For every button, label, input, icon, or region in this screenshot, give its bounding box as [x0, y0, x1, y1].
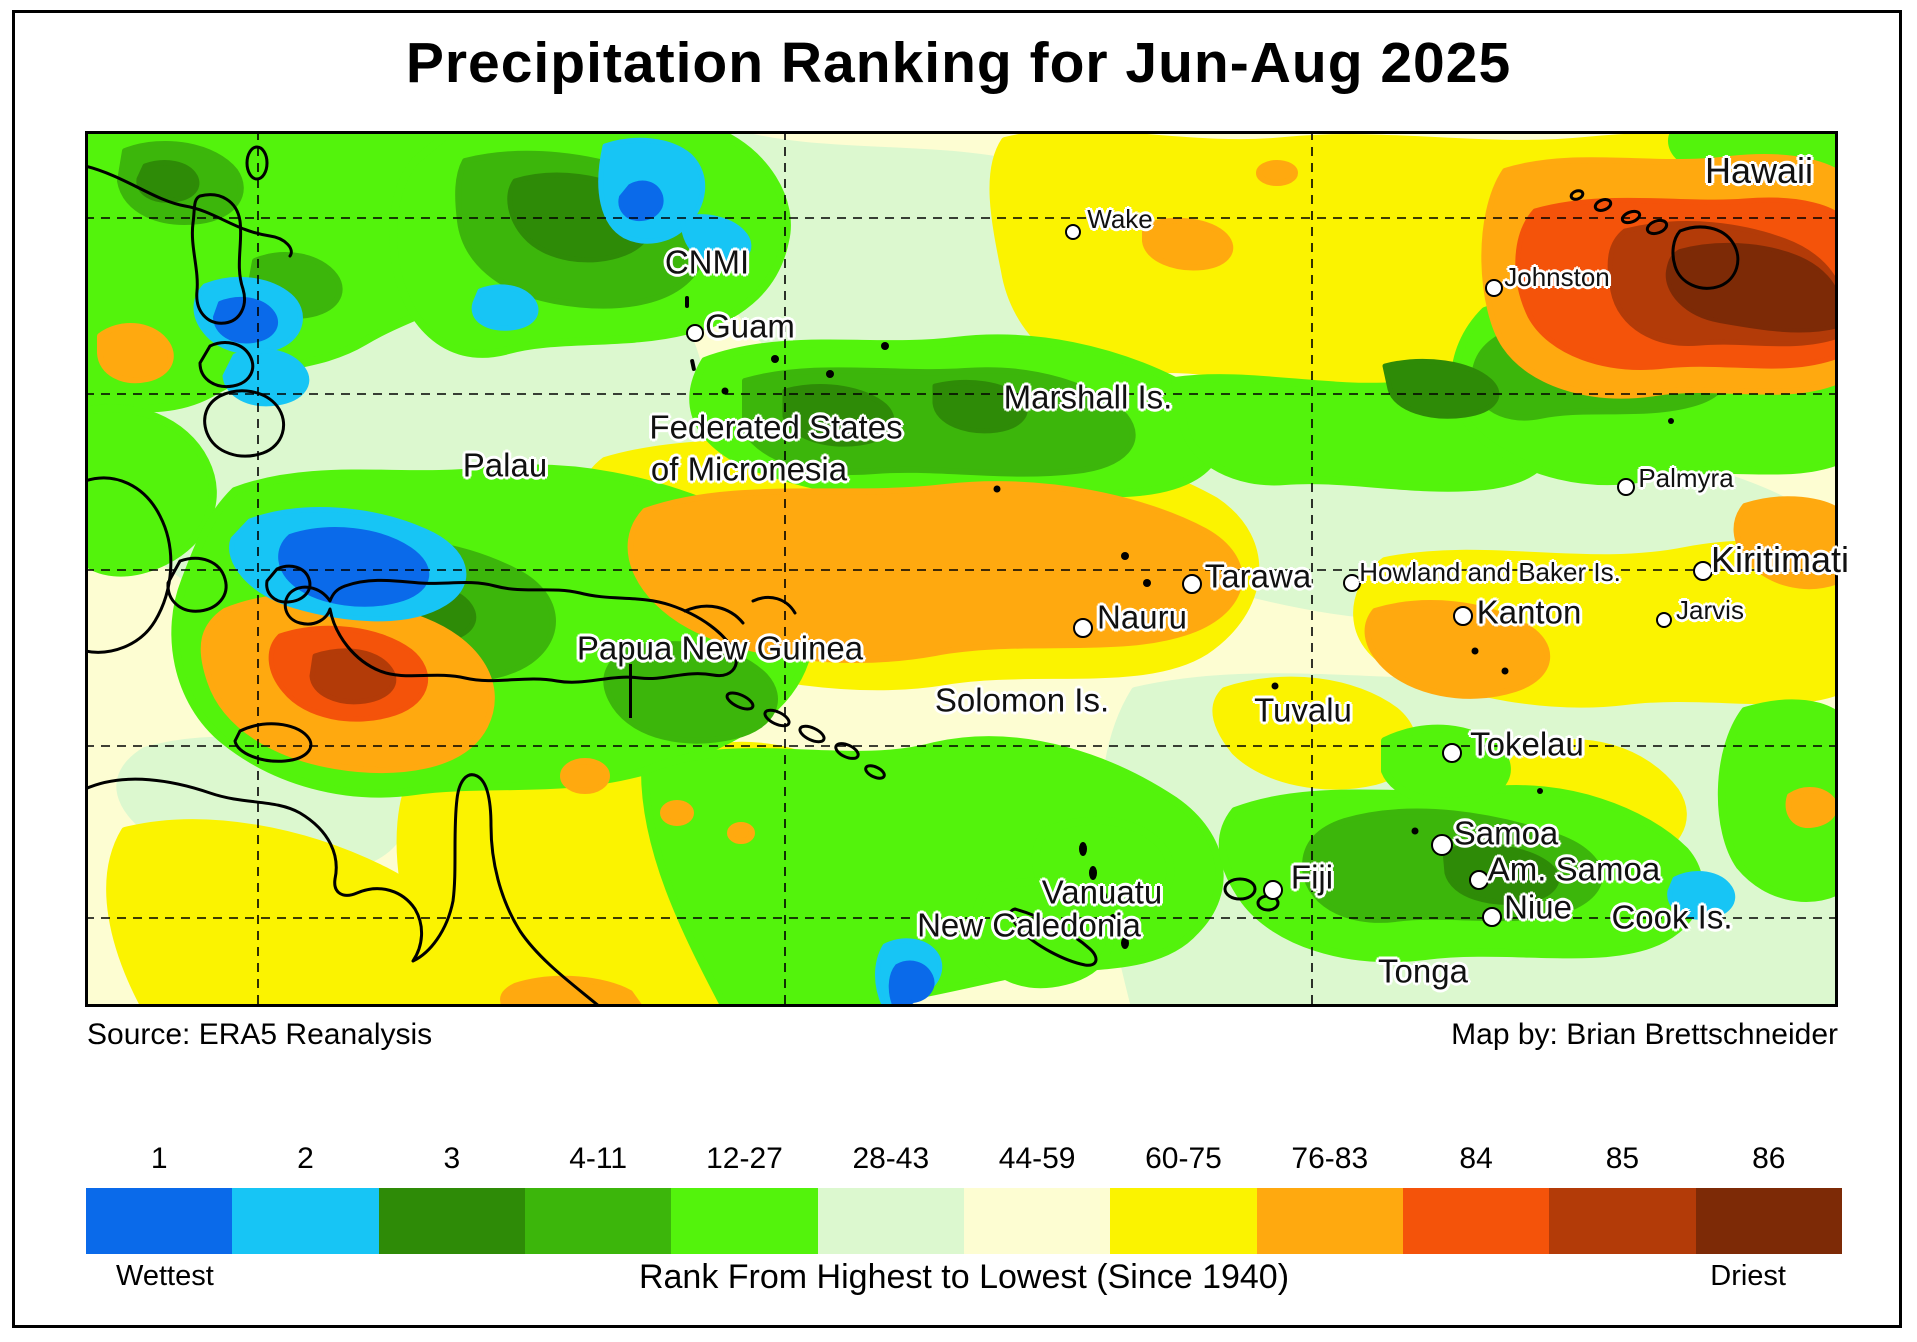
- author-credit: Map by: Brian Brettschneider: [1451, 1018, 1838, 1051]
- legend-swatch-28-43: [817, 1188, 964, 1254]
- map-label-nauru: Nauru: [1097, 598, 1187, 636]
- place-marker-niue: [1482, 907, 1502, 927]
- page-title: Precipitation Ranking for Jun-Aug 2025: [405, 31, 1512, 95]
- map-label-vanuatu: Vanuatu: [1041, 873, 1163, 911]
- legend-swatch-4-11: [524, 1188, 672, 1254]
- map-label-federated-states: Federated States: [649, 408, 903, 446]
- legend-swatch-3: [378, 1188, 525, 1254]
- legend-colorbar: [86, 1188, 1842, 1254]
- precipitation-map-svg: [85, 131, 1838, 1007]
- legend-bin-label: 85: [1605, 1142, 1640, 1175]
- place-marker-kanton: [1453, 606, 1473, 626]
- legend-swatch-60-75: [1110, 1188, 1257, 1254]
- map-label-samoa: Samoa: [1453, 814, 1559, 852]
- legend-bin-label: 86: [1752, 1142, 1786, 1175]
- map-label-jarvis: Jarvis: [1676, 595, 1744, 625]
- map-label-papua-new-guinea: Papua New Guinea: [576, 629, 864, 667]
- legend-driest-label: Driest: [1710, 1260, 1786, 1292]
- legend-caption: Rank From Highest to Lowest (Since 1940): [638, 1258, 1290, 1296]
- caption-row: Source: ERA5 Reanalysis Map by: Brian Br…: [85, 1018, 1838, 1058]
- map-label-cook-is: Cook Is.: [1611, 898, 1733, 936]
- map-label-of-micronesia: of Micronesia: [650, 450, 848, 488]
- precipitation-map[interactable]: Hawaii Kiritimati CNMI Guam Wake Johnston Mars…: [85, 131, 1849, 1007]
- legend-swatch-84: [1402, 1188, 1550, 1254]
- map-label-wake: Wake: [1087, 204, 1153, 234]
- place-marker-palmyra: [1617, 478, 1635, 496]
- legend-bin-label: 60-75: [1145, 1142, 1222, 1175]
- place-marker-johnston: [1485, 279, 1503, 297]
- map-label-marshall-is: Marshall Is.: [1003, 378, 1173, 416]
- legend-bin-label: 44-59: [998, 1142, 1076, 1175]
- map-label-cnmi: CNMI: [664, 243, 750, 281]
- place-marker-kiritimati: [1693, 561, 1713, 581]
- legend-swatch-85: [1549, 1188, 1696, 1254]
- legend-swatch-44-59: [963, 1188, 1111, 1254]
- source-credit: Source: ERA5 Reanalysis: [87, 1018, 433, 1051]
- map-label-palau: Palau: [462, 446, 548, 484]
- legend: 1 2 3 4-11 12-27 28-43 44-59 60-75 76-83 84 85 86 W…: [86, 1140, 1842, 1300]
- legend-bin-label: 4-11: [569, 1142, 628, 1175]
- map-label-tokelau: Tokelau: [1470, 725, 1584, 763]
- map-label-new-caledonia: New Caledonia: [917, 906, 1141, 944]
- map-label-niue: Niue: [1504, 888, 1572, 926]
- png-leader-line: [629, 664, 632, 718]
- legend-swatch-12-27: [671, 1188, 818, 1254]
- place-marker-fiji: [1263, 880, 1283, 900]
- map-label-tuvalu: Tuvalu: [1254, 691, 1352, 729]
- legend-bin-label: 12-27: [706, 1142, 783, 1175]
- legend-bin-label: 84: [1459, 1142, 1493, 1175]
- legend-bin-labels: 1 2 3 4-11 12-27 28-43 44-59 60-75 76-83 84 85 86: [86, 1142, 1842, 1178]
- map-label-tonga: Tonga: [1378, 952, 1468, 990]
- place-marker-wake: [1065, 224, 1081, 240]
- map-label-am-samoa: Am. Samoa: [1487, 850, 1661, 888]
- map-label-kiritimati: Kiritimati: [1710, 539, 1850, 580]
- map-label-tarawa: Tarawa: [1204, 557, 1312, 595]
- legend-bin-label: 2: [297, 1142, 314, 1175]
- place-marker-tarawa: [1182, 574, 1202, 594]
- map-label-howland-and-baker-is: Howland and Baker Is.: [1359, 557, 1621, 587]
- legend-bin-label: 1: [150, 1142, 168, 1175]
- legend-swatch-2: [232, 1188, 379, 1254]
- place-marker-howland: [1343, 574, 1361, 592]
- legend-bin-label: 28-43: [852, 1142, 930, 1175]
- place-marker-guam: [686, 324, 704, 342]
- map-label-fiji: Fiji: [1290, 858, 1334, 896]
- map-label-solomon-is: Solomon Is.: [934, 681, 1110, 719]
- map-label-kanton: Kanton: [1476, 593, 1582, 631]
- legend-bin-label: 76-83: [1291, 1142, 1369, 1175]
- place-marker-nauru: [1073, 618, 1093, 638]
- legend-wettest-label: Wettest: [116, 1260, 214, 1292]
- legend-swatch-86: [1695, 1188, 1842, 1254]
- legend-swatch-1: [86, 1188, 233, 1254]
- place-marker-tokelau: [1442, 743, 1462, 763]
- place-marker-am-samoa: [1469, 870, 1489, 890]
- legend-footer: Wettest Rank From Highest to Lowest (Sin…: [86, 1258, 1842, 1300]
- legend-bin-label: 3: [443, 1142, 461, 1175]
- map-label-guam: Guam: [705, 307, 795, 345]
- map-label-hawaii: Hawaii: [1704, 150, 1814, 191]
- map-label-palmyra: Palmyra: [1638, 463, 1734, 493]
- map-label-johnston: Johnston: [1504, 262, 1610, 292]
- legend-swatch-76-83: [1256, 1188, 1403, 1254]
- place-marker-jarvis: [1656, 612, 1672, 628]
- place-marker-samoa: [1431, 834, 1453, 856]
